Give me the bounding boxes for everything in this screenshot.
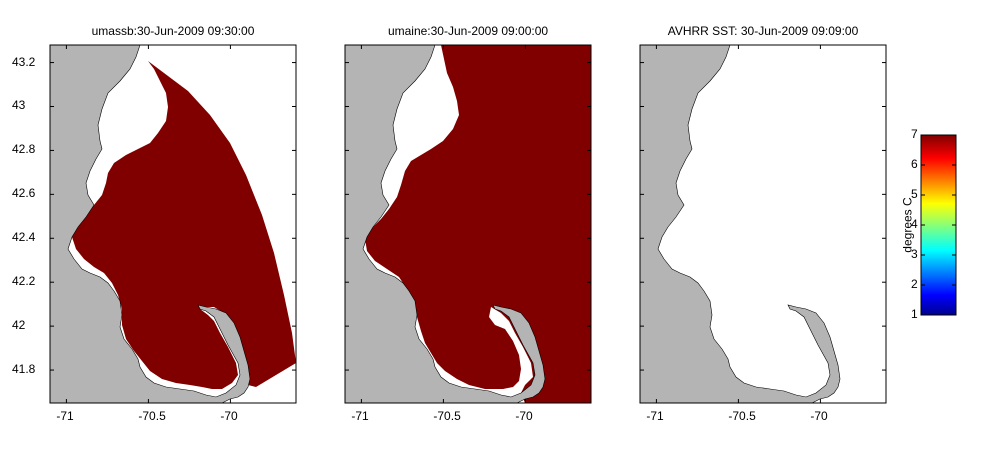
panel-2-title: umaine:30-Jun-2009 09:00:00 — [387, 24, 549, 38]
x-tick-label: -71 — [56, 409, 74, 423]
y-tick-label: 42.2 — [12, 274, 36, 289]
panel-1-title: umassb:30-Jun-2009 09:30:00 — [91, 24, 255, 38]
panel-2-axes — [344, 44, 592, 404]
x-tick-label: -70.5 — [728, 409, 756, 423]
x-tick-label: -70.5 — [138, 409, 166, 423]
colorbar — [920, 134, 957, 316]
panel-2-map — [345, 45, 591, 403]
colorbar-tick-label: 6 — [911, 157, 918, 171]
x-tick-label: -70.5 — [433, 409, 461, 423]
y-tick-label: 42 — [12, 318, 26, 333]
panel-2-temperature-field — [365, 45, 591, 403]
x-tick-label: -70 — [220, 409, 238, 423]
x-tick-label: -70 — [515, 409, 533, 423]
panel-3-title: AVHRR SST: 30-Jun-2009 09:09:00 — [667, 24, 859, 38]
colorbar-tick-label: 5 — [911, 187, 918, 201]
colorbar-tick-label: 4 — [911, 217, 918, 231]
x-tick-label: -70 — [810, 409, 828, 423]
panel-2-land — [345, 45, 546, 403]
y-tick-label: 42.6 — [12, 186, 36, 201]
colorbar-tick-label: 7 — [911, 127, 918, 141]
y-tick-label: 43.2 — [12, 54, 36, 69]
panel-3-map — [640, 45, 886, 403]
colorbar-tick-label: 1 — [911, 307, 918, 321]
panel-3-axes — [639, 44, 887, 404]
x-tick-label: -71 — [351, 409, 369, 423]
colorbar-tick-label: 2 — [911, 277, 918, 291]
colorbar-label: degrees C — [900, 197, 915, 253]
colorbar-tick-label: 3 — [911, 247, 918, 261]
panel-1-map — [50, 45, 296, 403]
panel-1-temperature-field — [72, 61, 296, 389]
panel-3-land — [640, 45, 841, 403]
y-tick-label: 42.4 — [12, 230, 36, 245]
x-tick-label: -71 — [646, 409, 664, 423]
panel-1-axes — [49, 44, 297, 404]
y-tick-label: 41.8 — [12, 362, 36, 377]
y-tick-label: 43 — [12, 98, 26, 113]
y-tick-label: 42.8 — [12, 142, 36, 157]
panel-1-land — [50, 45, 251, 403]
